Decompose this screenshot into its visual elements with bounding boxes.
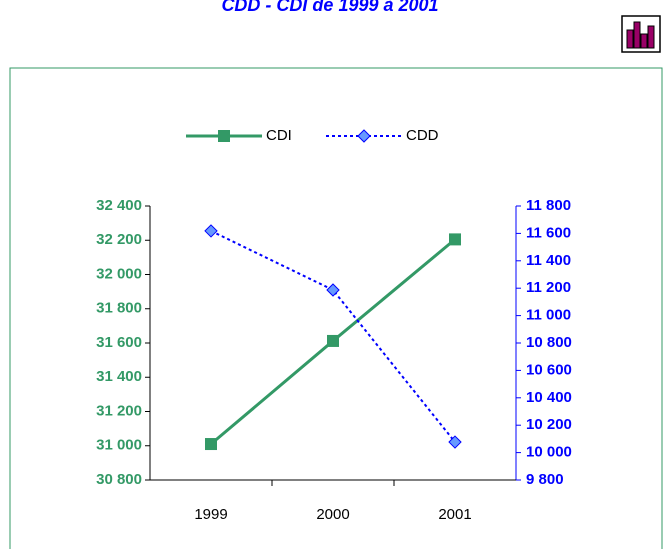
y-tick-label: 31 400 <box>96 368 142 385</box>
chart-title: CDD - CDI de 1999 à 2001 <box>221 0 438 15</box>
y2-tick-label: 11 200 <box>526 279 571 296</box>
y-tick-label: 31 600 <box>96 334 142 351</box>
y2-tick-label: 10 200 <box>526 416 572 433</box>
frame <box>9 67 663 549</box>
x-tick-label: 1999 <box>194 506 227 523</box>
y2-tick-label: 10 000 <box>526 444 572 461</box>
marker <box>448 435 462 449</box>
x-tick-label: 2001 <box>438 506 471 523</box>
y-tick-label: 30 800 <box>96 471 142 488</box>
marker <box>218 130 230 142</box>
y-tick-label: 32 200 <box>96 231 142 248</box>
y2-tick-label: 11 600 <box>526 224 571 241</box>
y2-tick-label: 10 400 <box>526 389 572 406</box>
x-tick-label: 2000 <box>316 506 349 523</box>
y-tick-label: 31 200 <box>96 402 142 419</box>
marker <box>327 334 339 347</box>
marker <box>204 224 218 238</box>
marker <box>357 129 371 143</box>
marker <box>205 438 217 451</box>
marker <box>326 283 340 297</box>
y-tick-label: 32 000 <box>96 265 142 282</box>
legend-label: CDD <box>406 127 439 144</box>
y2-tick-label: 11 400 <box>526 252 571 269</box>
marker <box>449 233 461 246</box>
legend-label: CDI <box>266 127 292 144</box>
series-line <box>210 230 456 443</box>
y-tick-label: 32 400 <box>96 197 142 214</box>
chart-icon <box>621 15 661 53</box>
y2-tick-label: 11 800 <box>526 197 571 214</box>
y2-tick-label: 9 800 <box>526 471 564 488</box>
y-tick-label: 31 000 <box>96 437 142 454</box>
y-tick-label: 31 800 <box>96 300 142 317</box>
y2-tick-label: 10 800 <box>526 334 572 351</box>
y2-tick-label: 11 000 <box>526 307 571 324</box>
y2-tick-label: 10 600 <box>526 361 572 378</box>
